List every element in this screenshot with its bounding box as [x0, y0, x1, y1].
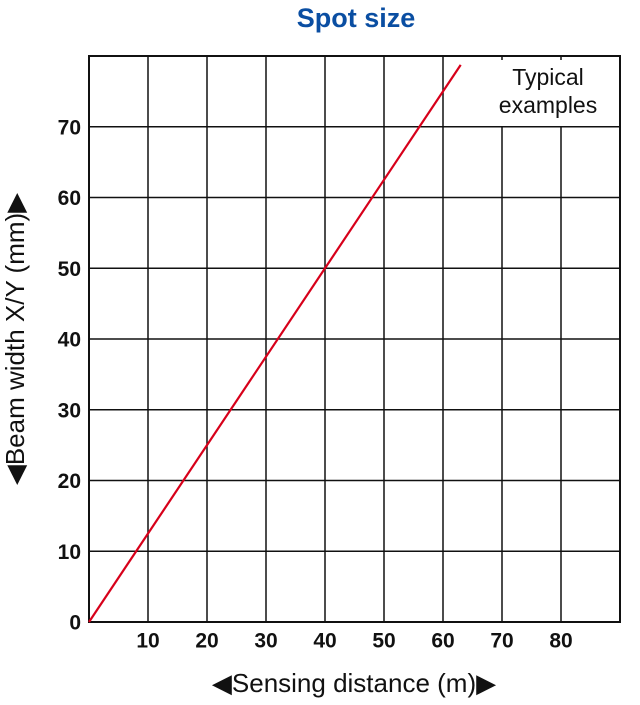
x-tick-label: 40: [313, 630, 336, 653]
y-tick-label: 70: [58, 116, 81, 139]
y-tick-label: 60: [58, 187, 81, 210]
y-tick-label: 40: [58, 329, 81, 352]
y-tick-label: 10: [58, 541, 81, 564]
x-tick-label: 60: [431, 630, 454, 653]
x-axis-label: ◀Sensing distance (m)▶: [212, 668, 496, 698]
y-tick-label: 30: [58, 399, 81, 422]
chart-title: Spot size: [297, 3, 416, 33]
y-axis-label: ◀Beam width X/Y (mm)▶: [0, 193, 30, 485]
annotation-box: [482, 60, 616, 126]
y-tick-label: 0: [69, 612, 81, 635]
y-tick-label: 50: [58, 258, 81, 281]
x-tick-label: 30: [254, 630, 277, 653]
data-line: [88, 64, 462, 623]
x-tick-label: 10: [136, 630, 159, 653]
annotation: examples: [499, 92, 597, 118]
x-tick-label: 20: [195, 630, 218, 653]
y-tick-label: 20: [58, 470, 81, 493]
annotation: Typical: [512, 64, 584, 90]
x-tick-label: 80: [549, 630, 572, 653]
x-tick-label: 70: [490, 630, 513, 653]
x-tick-label: 50: [372, 630, 395, 653]
